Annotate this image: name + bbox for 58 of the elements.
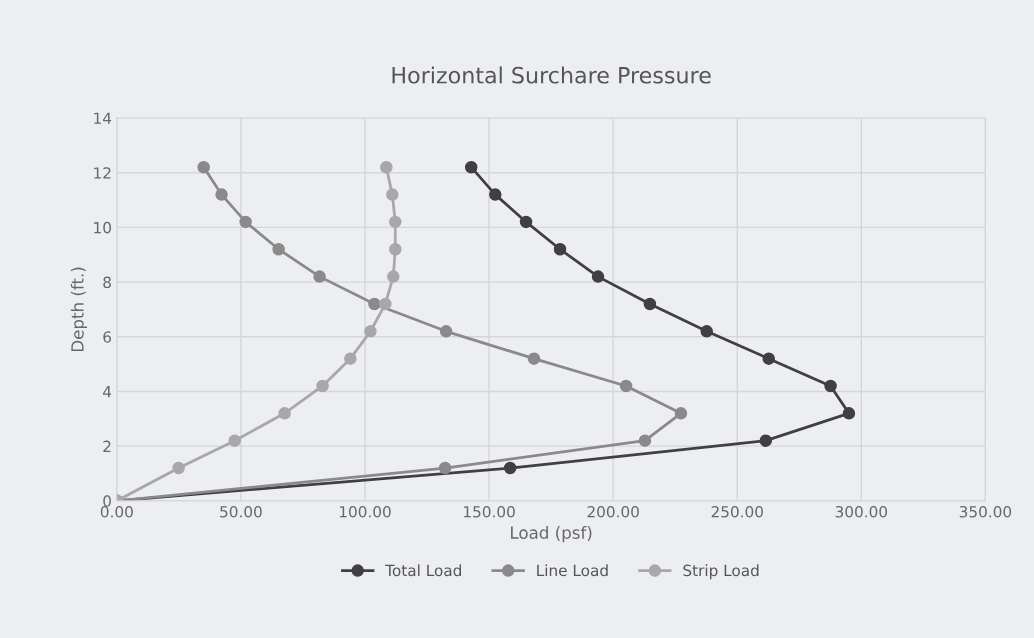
point [553,243,567,256]
point [389,215,402,229]
point [272,243,285,256]
y-tick-label: 8 [103,276,111,289]
point [239,215,252,229]
point [527,352,541,365]
x-tick-label: 250.00 [711,505,763,518]
point [439,325,453,338]
point [344,352,357,365]
point [316,379,329,393]
point [489,188,502,201]
point [438,461,452,475]
y-tick-label: 2 [103,440,111,452]
point [700,325,713,338]
point [643,297,657,311]
legend-label: Strip Load [683,564,759,580]
point [674,407,688,420]
y-tick-label: 6 [103,331,112,343]
x-tick-label: 150.00 [464,505,515,518]
point [380,160,393,174]
point [619,379,633,393]
legend-label: Line Load [537,564,608,577]
point [278,407,291,420]
point [389,243,402,256]
y-tick-label: 0 [103,495,111,507]
point [842,407,856,420]
point [591,270,605,283]
x-tick-label: 300.00 [835,505,888,518]
y-tick-label: 4 [103,386,112,398]
chart-title: Horizontal Surchare Pressure [392,66,711,84]
y-tick-label: 10 [94,221,111,234]
point [228,434,241,447]
point [386,188,399,201]
x-tick-label: 100.00 [339,505,391,518]
y-tick-label: 14 [94,112,112,124]
y-tick-label: 12 [94,167,111,179]
point [519,215,533,229]
y-axis-title: Depth (ft.) [70,267,87,352]
point [638,434,652,447]
point [759,434,773,447]
x-tick-label: 0.00 [100,505,133,518]
point [368,297,381,311]
point [762,352,776,365]
x-tick-label: 50.00 [220,505,262,518]
point [379,297,392,311]
point [197,160,210,174]
point [172,461,185,475]
point [313,270,326,283]
point [215,188,228,201]
point [464,160,478,174]
x-tick-label: 350.00 [959,505,1012,518]
point [503,461,517,475]
point [824,379,837,393]
legend-label: Total Load [385,564,461,577]
point [364,325,377,338]
point [387,270,400,283]
x-axis-title: Load (psf) [511,526,592,543]
x-tick-label: 200.00 [587,505,639,518]
